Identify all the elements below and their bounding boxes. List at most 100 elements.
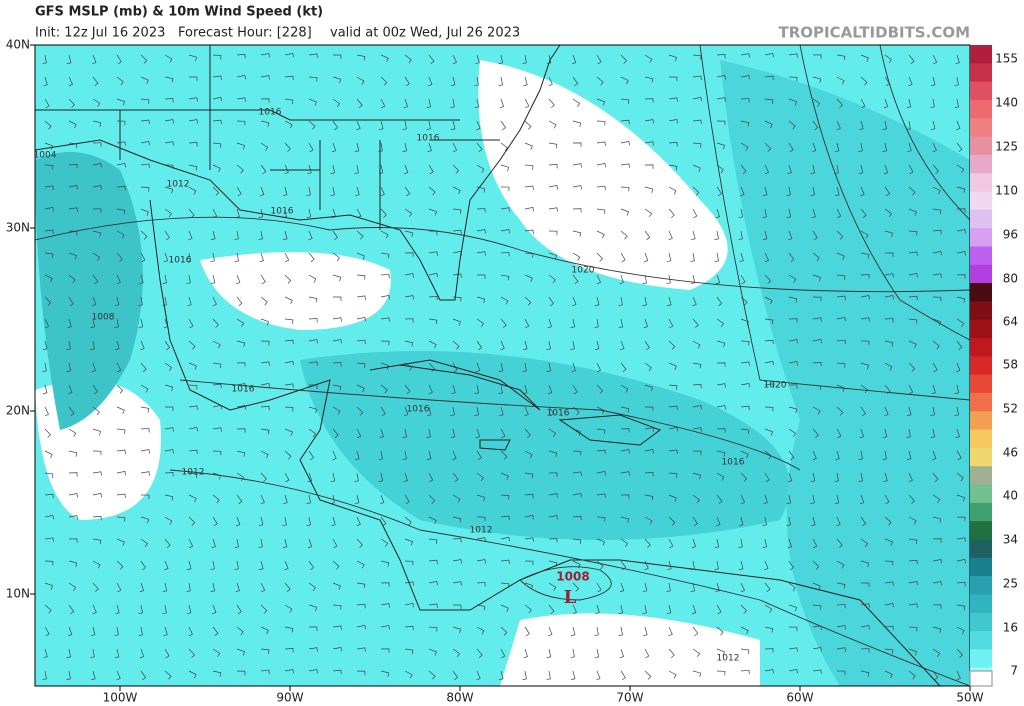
wind-barb: [500, 186, 510, 192]
wind-barb: [68, 538, 78, 543]
wind-barb: [212, 97, 222, 102]
isobar-label: 1016: [232, 385, 255, 395]
lat-label: 40N: [6, 38, 30, 52]
wind-barb: [643, 626, 648, 637]
wind-barb: [116, 230, 125, 239]
wind-barb: [428, 538, 438, 544]
wind-barb: [186, 604, 192, 615]
wind-barb: [236, 670, 246, 676]
wind-barb: [548, 98, 555, 108]
wind-barb: [858, 472, 863, 482]
wind-barb: [788, 604, 798, 612]
wind-barb: [931, 384, 936, 395]
wind-barb: [68, 163, 78, 169]
wind-barb: [716, 75, 726, 80]
wind-barb: [884, 318, 894, 323]
wind-barb: [476, 472, 484, 482]
wind-barb: [140, 538, 148, 548]
wind-barb: [92, 98, 101, 107]
lon-label: 50W: [956, 691, 983, 705]
wind-barb: [92, 406, 100, 416]
wind-barb: [882, 142, 887, 152]
wind-barb: [475, 428, 481, 439]
wind-barb: [428, 340, 437, 349]
wind-barb: [451, 384, 456, 395]
wind-barb: [740, 75, 750, 80]
isobar: [35, 216, 970, 293]
wind-barb: [260, 274, 266, 285]
wind-barb: [91, 670, 96, 681]
wind-barb: [44, 252, 54, 258]
wind-barb: [210, 582, 216, 592]
wind-barb: [500, 494, 510, 500]
wind-barb: [740, 494, 746, 505]
wind-barb: [546, 362, 551, 372]
wind-barb: [715, 274, 721, 285]
wind-barb: [187, 296, 192, 307]
wind-barb: [380, 670, 390, 677]
wind-barb: [116, 470, 126, 476]
wind-barb: [548, 428, 557, 437]
wind-barb: [283, 494, 288, 505]
wind-barb: [90, 648, 95, 658]
wind-barb: [908, 581, 918, 586]
wind-barb: [402, 428, 408, 438]
wind-barb: [571, 362, 576, 373]
wind-barb: [68, 76, 73, 87]
wind-barb: [692, 670, 702, 678]
wind-barb: [164, 186, 174, 194]
wind-shading-strong: [300, 351, 790, 540]
wind-barb: [692, 296, 697, 307]
wind-barb: [524, 604, 532, 614]
wind-barb: [570, 340, 575, 350]
wind-barb: [836, 362, 846, 368]
wind-barb: [44, 493, 54, 499]
isobar-label: 1020: [572, 266, 595, 276]
wind-barb: [116, 493, 126, 498]
wind-barb: [956, 604, 966, 611]
wind-barb: [788, 53, 798, 58]
wind-barb: [452, 229, 462, 235]
forecast-hour: Forecast Hour: [228]: [178, 26, 312, 41]
wind-barb: [332, 339, 342, 344]
wind-barb: [524, 472, 534, 479]
wind-barb: [404, 340, 414, 347]
wind-barb: [596, 76, 604, 86]
wind-barb: [68, 515, 78, 520]
wind-barb: [164, 384, 174, 392]
wind-barb: [740, 164, 747, 174]
wind-barb: [308, 450, 315, 461]
wind-barb: [956, 648, 963, 658]
wind-barb: [956, 229, 966, 234]
wind-barb: [860, 230, 869, 239]
wind-barb: [810, 164, 815, 174]
wind-barb: [524, 274, 533, 282]
wind-barb: [260, 164, 267, 175]
wind-barb: [284, 648, 294, 653]
wind-barb: [740, 472, 748, 482]
wind-barb: [932, 251, 942, 256]
wind-barb: [788, 296, 798, 303]
wind-barb: [596, 230, 605, 239]
wind-barb: [860, 625, 870, 630]
wind-barb: [642, 296, 647, 306]
wind-barb: [666, 582, 671, 592]
wind-barb: [332, 317, 342, 322]
wind-barb: [908, 251, 918, 256]
wind-barb: [284, 252, 290, 263]
wind-barb: [500, 229, 510, 234]
wind-barb: [524, 98, 530, 109]
wind-barb: [68, 98, 76, 108]
wind-barb: [836, 339, 846, 344]
wind-barb: [404, 603, 414, 608]
wind-barb: [860, 54, 869, 62]
wind-barb: [68, 230, 78, 236]
wind-barb: [44, 537, 54, 542]
wind-barb: [450, 406, 455, 416]
wind-barb: [572, 471, 582, 476]
wind-barb: [836, 647, 846, 652]
colorbar-label: 46: [1003, 446, 1018, 460]
coastline: [149, 199, 941, 686]
wind-barb: [668, 472, 678, 478]
wind-barb: [234, 252, 240, 262]
